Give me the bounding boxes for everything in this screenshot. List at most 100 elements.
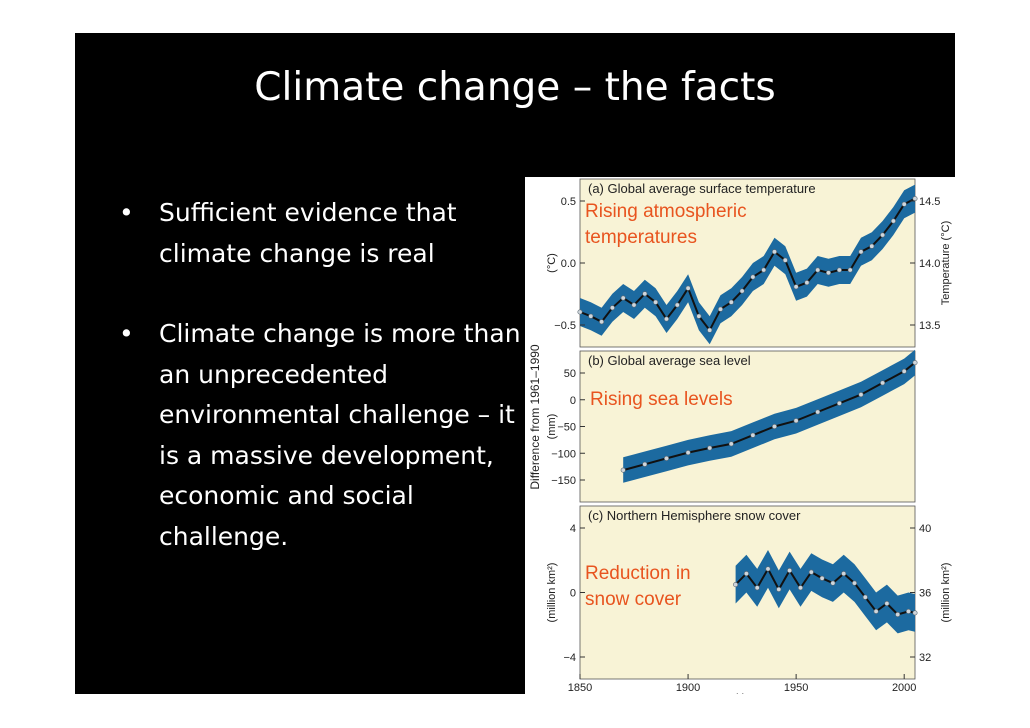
panel-0-data-point <box>847 267 853 273</box>
panel-2-data-point <box>895 611 901 617</box>
panel-2-data-point <box>776 586 782 592</box>
panel-0-right-tick-label: 14.0 <box>919 258 940 270</box>
panel-2-data-point <box>884 600 890 606</box>
panel-1-left-tick-label: −100 <box>551 448 576 460</box>
panel-0-data-point <box>901 201 907 207</box>
panel-0-data-point <box>815 267 821 273</box>
panel-2-right-tick-label: 32 <box>919 652 931 664</box>
bullet-dot-icon: • <box>119 198 134 227</box>
panel-0-annotation: Rising atmospheric <box>585 201 747 222</box>
slide-title: Climate change – the facts <box>254 65 776 110</box>
slide: Climate change – the facts • Sufficient … <box>75 33 955 694</box>
panel-2-data-point <box>743 571 749 577</box>
panel-1-left-tick-label: 50 <box>564 368 576 380</box>
panel-1-data-point <box>642 461 648 467</box>
panel-0-data-point <box>631 302 637 308</box>
panel-2-left-tick-label: 4 <box>570 523 576 535</box>
panel-1-data-point <box>772 424 778 430</box>
panel-0-left-tick-label: 0.0 <box>561 258 576 270</box>
panel-0-data-point <box>696 313 702 319</box>
panel-1-data-point <box>912 360 918 366</box>
panel-2-data-point <box>851 580 857 586</box>
panel-0-data-point <box>577 309 583 315</box>
panel-0-data-point <box>599 319 605 325</box>
panel-0-data-point <box>707 327 713 333</box>
panel-2-data-point <box>830 580 836 586</box>
panel-2-data-point <box>765 566 771 572</box>
panel-0-right-axis-label: Temperature (°C) <box>940 221 952 305</box>
panel-0-left-tick-label: 0.5 <box>561 196 576 208</box>
shared-y-axis-label: Difference from 1961–1990 <box>528 344 542 490</box>
panel-0-data-point <box>685 285 691 291</box>
bullet-item: • Sufficient evidence that climate chang… <box>119 193 539 274</box>
panel-2-data-point <box>754 585 760 591</box>
panel-0-data-point <box>869 243 875 249</box>
panel-0-data-point <box>653 299 659 305</box>
panel-0-uncertainty-band <box>580 184 915 345</box>
panel-0-annotation: temperatures <box>585 227 697 248</box>
panel-2-data-point <box>862 594 868 600</box>
panel-1-data-point <box>815 409 821 415</box>
panel-0-data-point <box>674 302 680 308</box>
panel-1-annotation: Rising sea levels <box>590 389 733 410</box>
panel-0-data-point <box>825 270 831 276</box>
panel-0-data-point <box>588 313 594 319</box>
panel-2-left-tick-label: −4 <box>563 652 576 664</box>
panel-1-data-point <box>728 441 734 447</box>
x-tick-label: 1900 <box>676 682 700 694</box>
panel-0-data-point <box>642 291 648 297</box>
panel-2-title: (c) Northern Hemisphere snow cover <box>588 508 801 523</box>
panel-2-right-axis-label: (million km²) <box>940 563 952 623</box>
panel-1-left-tick-label: 0 <box>570 395 576 407</box>
panel-1-data-point <box>664 455 670 461</box>
panel-1-data-point <box>880 380 886 386</box>
bullet-item: • Climate change is more than an unprece… <box>119 314 539 557</box>
climate-figure: (a) Global average surface temperature Ri… <box>525 177 955 694</box>
panel-2-uncertainty-band <box>735 550 915 634</box>
panel-2-annotation: Reduction in <box>585 563 691 584</box>
x-tick-label: 2000 <box>892 682 916 694</box>
x-tick-label: 1950 <box>784 682 808 694</box>
panel-0-series-line <box>579 197 916 333</box>
panel-0-data-point <box>718 306 724 312</box>
panel-1-left-tick-label: −50 <box>557 422 576 434</box>
panel-0-data-point <box>880 232 886 238</box>
panel-1-data-point <box>836 400 842 406</box>
panel-2-annotation: snow cover <box>585 589 682 610</box>
panel-1-data-point <box>858 392 864 398</box>
panel-0-data-point <box>912 196 918 202</box>
panel-1-data-point <box>685 450 691 456</box>
panel-1-data-point <box>750 432 756 438</box>
panel-0-title: (a) Global average surface temperature <box>588 181 816 196</box>
panel-0-data-point <box>804 280 810 286</box>
panel-2-right-tick-label: 36 <box>919 588 931 600</box>
panel-2-data-point <box>808 569 814 575</box>
panel-1-data-point <box>793 418 799 424</box>
panel-2-data-point <box>797 585 803 591</box>
panel-0-data-point <box>750 274 756 280</box>
panel-0-data-point <box>890 218 896 224</box>
x-axis-label: Year <box>736 692 759 694</box>
bullet-text: Climate change is more than an unprecede… <box>159 319 521 551</box>
panel-1-left-axis-label: (mm) <box>546 414 558 440</box>
panel-0-data-point <box>858 249 864 255</box>
bullet-list: • Sufficient evidence that climate chang… <box>119 193 539 597</box>
panel-0-data-point <box>793 284 799 290</box>
panel-2-left-axis-label: (million km²) <box>546 563 558 623</box>
panel-1-title: (b) Global average sea level <box>588 353 751 368</box>
panel-1-data-point <box>901 368 907 374</box>
bullet-text: Sufficient evidence that climate change … <box>159 198 457 268</box>
panel-1-data-point <box>707 445 713 451</box>
panel-2-data-point <box>912 610 918 616</box>
panel-2-right-tick-label: 40 <box>919 523 931 535</box>
panel-0-data-point <box>772 249 778 255</box>
panel-2-data-point <box>733 582 739 588</box>
panel-0-left-tick-label: −0.5 <box>554 320 576 332</box>
panel-2-data-point <box>905 608 911 614</box>
panel-2-data-point <box>787 567 793 573</box>
panel-2-data-point <box>819 575 825 581</box>
panel-0-data-point <box>761 267 767 273</box>
panel-2-data-point <box>841 571 847 577</box>
panel-0-data-point <box>836 267 842 273</box>
panel-0-data-point <box>782 257 788 263</box>
